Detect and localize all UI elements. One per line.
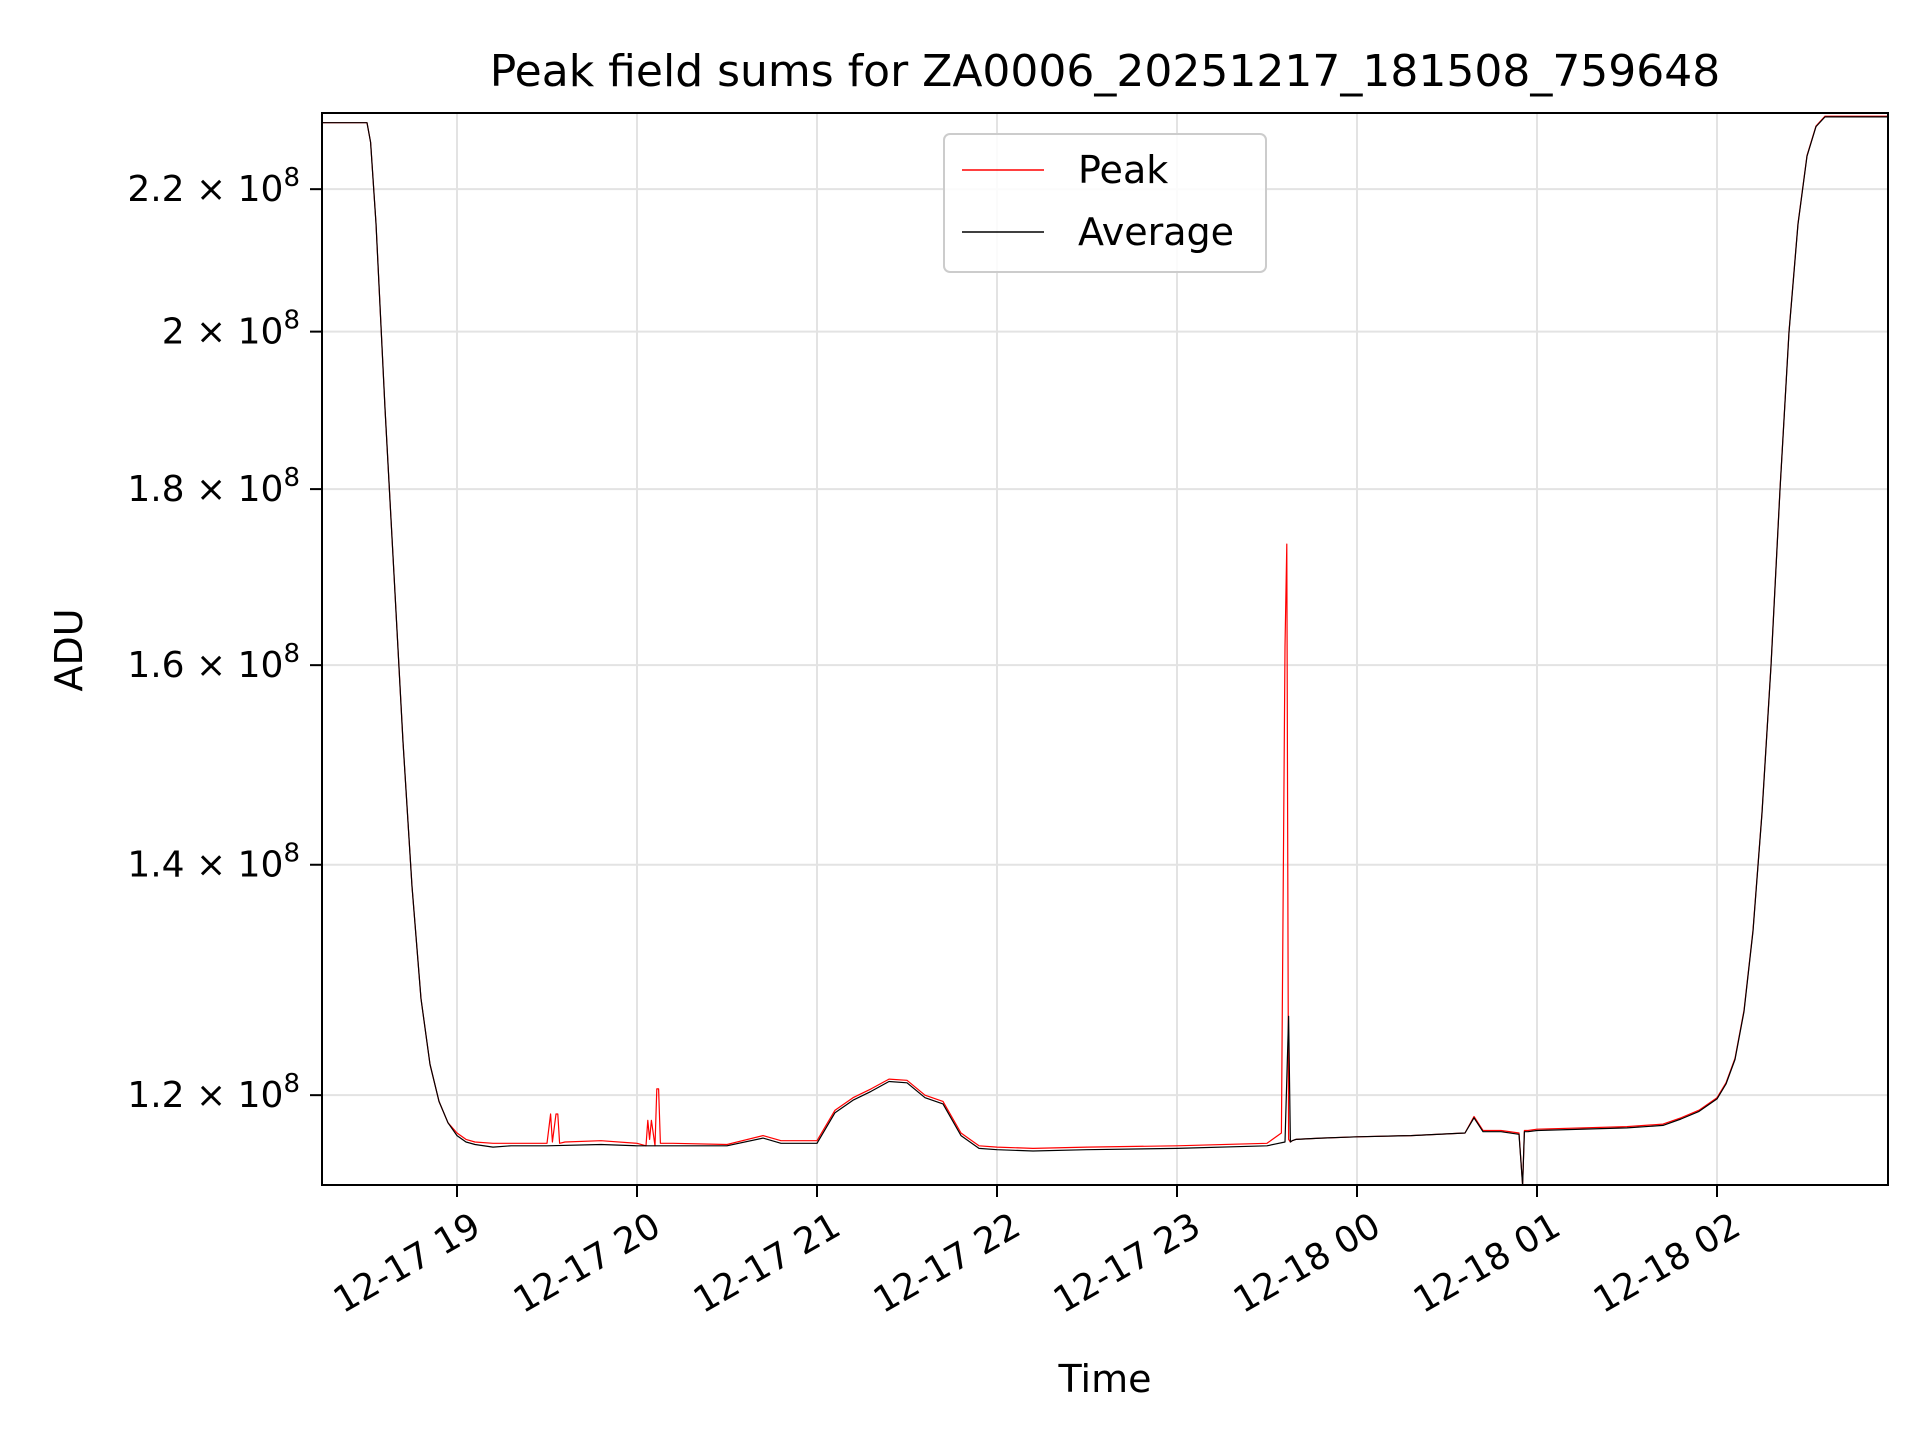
x-axis-label: Time (1058, 1357, 1152, 1401)
legend-box (943, 133, 1267, 273)
y-tick-label-5: 2.2 × 108 (127, 163, 300, 210)
series-line-peak (322, 115, 1888, 1186)
legend: Peak Average (943, 133, 1267, 273)
y-tick-label-3: 1.8 × 108 (127, 463, 300, 510)
y-tick-label-0: 1.2 × 108 (127, 1069, 300, 1116)
series-layer (322, 115, 1888, 1186)
y-tick-label-2: 1.6 × 108 (127, 639, 300, 686)
plot-background (322, 113, 1888, 1185)
y-tick-label-4: 2 × 108 (162, 306, 300, 353)
plot-frame (321, 112, 1889, 1186)
series-line-average (322, 116, 1888, 1186)
y-axis-label: ADU (47, 608, 91, 691)
y-tick-label-1: 1.4 × 108 (127, 839, 300, 886)
legend-average-label: Average (1078, 210, 1234, 254)
legend-peak-label: Peak (1078, 148, 1168, 192)
chart-title: Peak field sums for ZA0006_20251217_1815… (490, 46, 1721, 97)
y-axis-ticks: 1.2 × 108 1.4 × 108 1.6 × 108 1.8 × 108 2 × … (127, 163, 322, 1116)
